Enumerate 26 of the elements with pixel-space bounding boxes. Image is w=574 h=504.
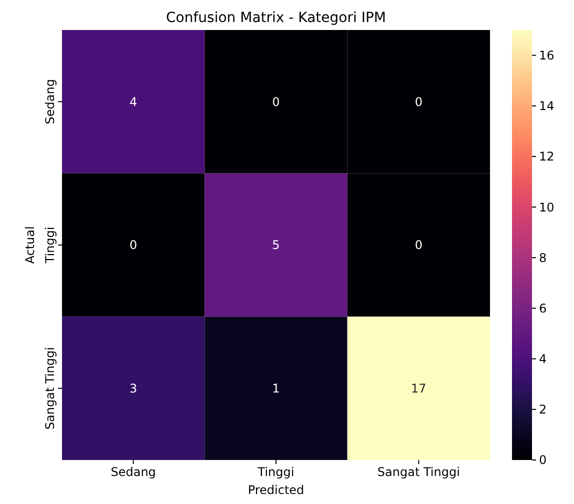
data-label: 5: [272, 238, 280, 252]
data-label: 0: [414, 94, 422, 109]
color-bar-label: 10: [539, 200, 554, 214]
color-bar-label: 12: [539, 150, 554, 164]
data-label: 0: [272, 94, 280, 109]
x-tick-label: Sedang: [110, 465, 156, 479]
data-label: 0: [414, 238, 422, 252]
data-label: 1: [272, 382, 280, 396]
data-label: 17: [411, 382, 426, 396]
color-bar-label: 4: [539, 352, 547, 366]
x-tick-label: Tinggi: [256, 465, 294, 479]
x-tick-label: Sangat Tinggi: [377, 465, 460, 479]
color-bar-label: 6: [539, 301, 547, 316]
data-label: 4: [130, 94, 138, 109]
data-label: 3: [130, 382, 138, 396]
color-bar-label: 0: [539, 453, 547, 468]
color-bar-label: 2: [539, 402, 547, 417]
color-bar-label: 8: [539, 250, 547, 265]
y-tick-label: Sedang: [43, 79, 57, 124]
x-axis-title: Predicted: [248, 483, 304, 497]
color-bar-label: 14: [539, 99, 554, 114]
chart-title: Confusion Matrix - Kategori IPM: [166, 10, 386, 26]
y-axis-title: Actual: [23, 226, 37, 264]
y-tick-label: Tinggi: [43, 226, 57, 264]
color-bar-label: 16: [539, 48, 554, 62]
data-label: 0: [130, 238, 138, 252]
